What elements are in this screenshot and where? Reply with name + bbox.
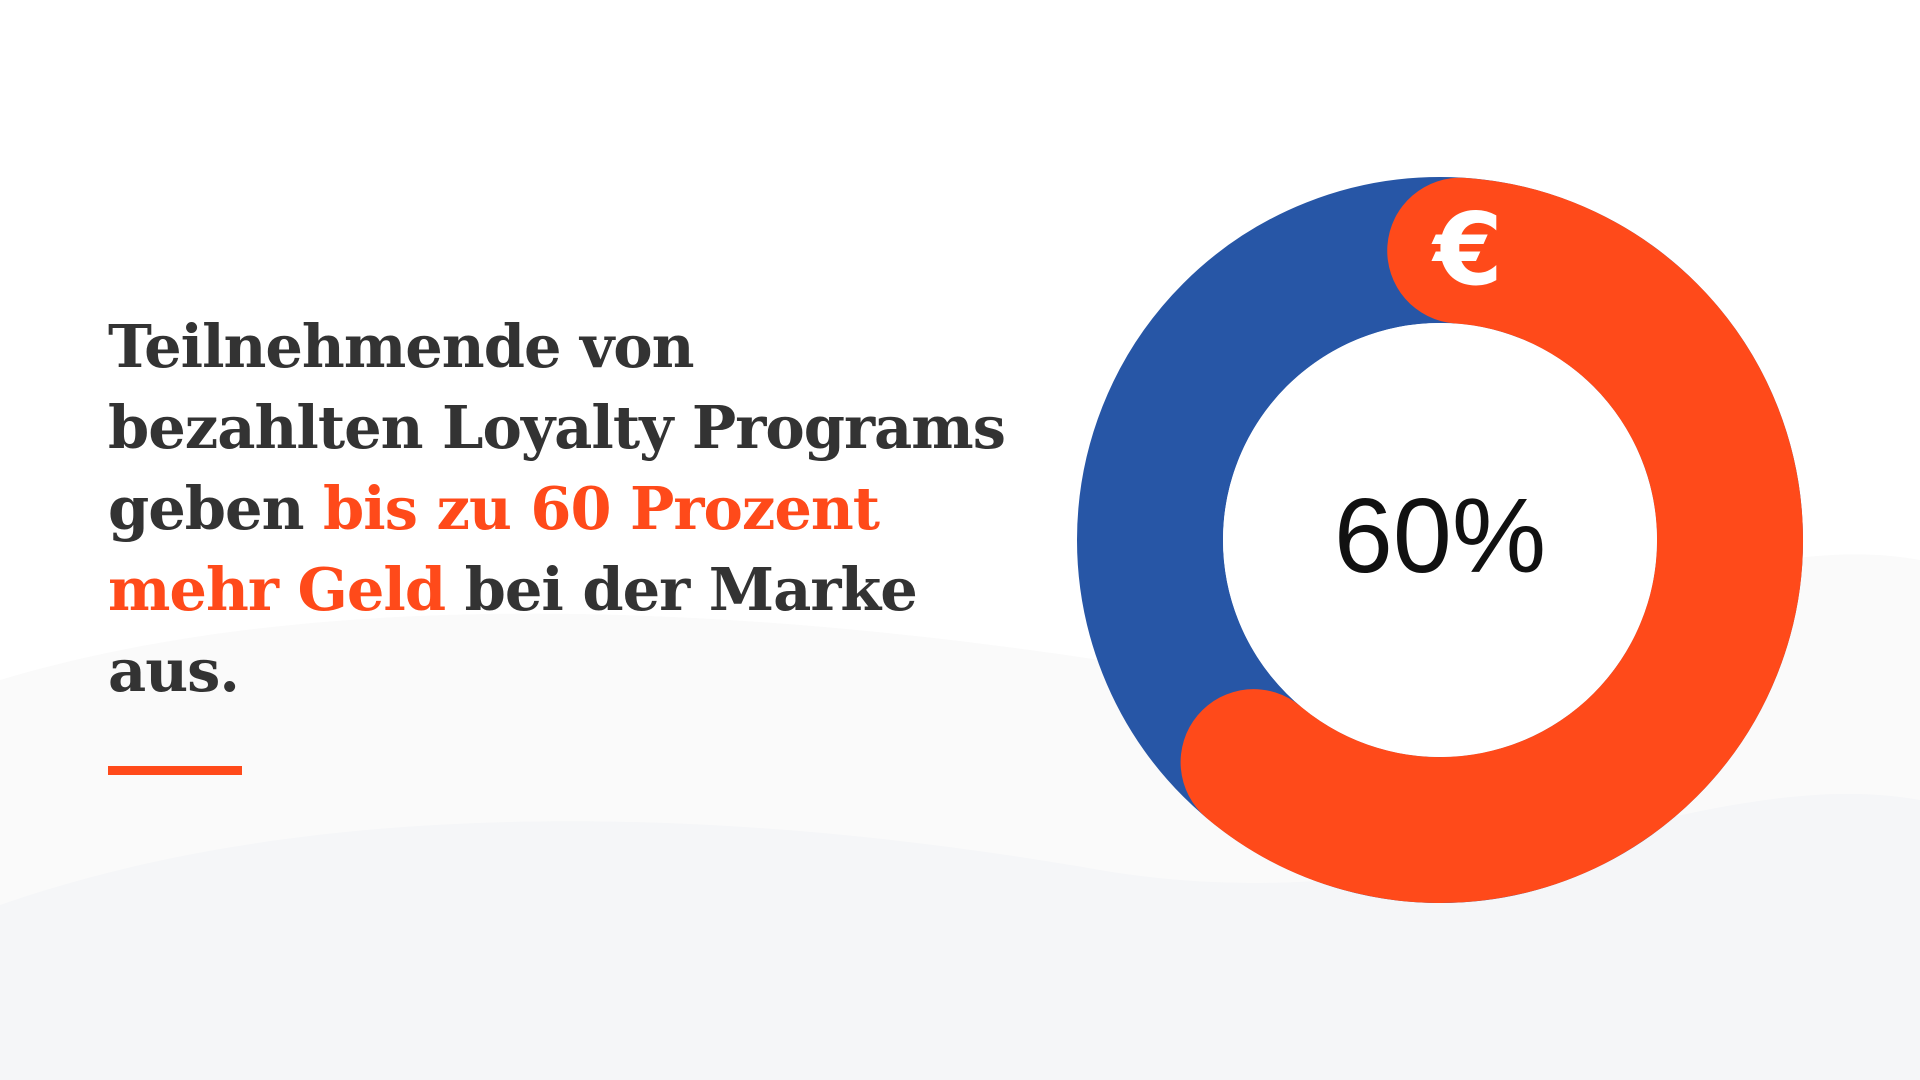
donut-chart-svg: 60% €	[1077, 177, 1803, 903]
donut-slice-60	[1180, 177, 1803, 903]
euro-icon: €	[1431, 191, 1503, 308]
accent-underline	[108, 766, 242, 775]
donut-hole	[1223, 323, 1657, 757]
center-value-label: 60%	[1334, 477, 1546, 595]
headline-text-after: bei der Marke aus.	[108, 555, 918, 705]
headline-text-before: Teilnehmende von bezahlten Loyalty Progr…	[108, 312, 1006, 543]
donut-chart: 60% €	[1070, 170, 1810, 910]
headline: Teilnehmende von bezahlten Loyalty Progr…	[108, 306, 1008, 711]
headline-highlight: bis zu 60 Prozent mehr Geld	[108, 474, 880, 624]
